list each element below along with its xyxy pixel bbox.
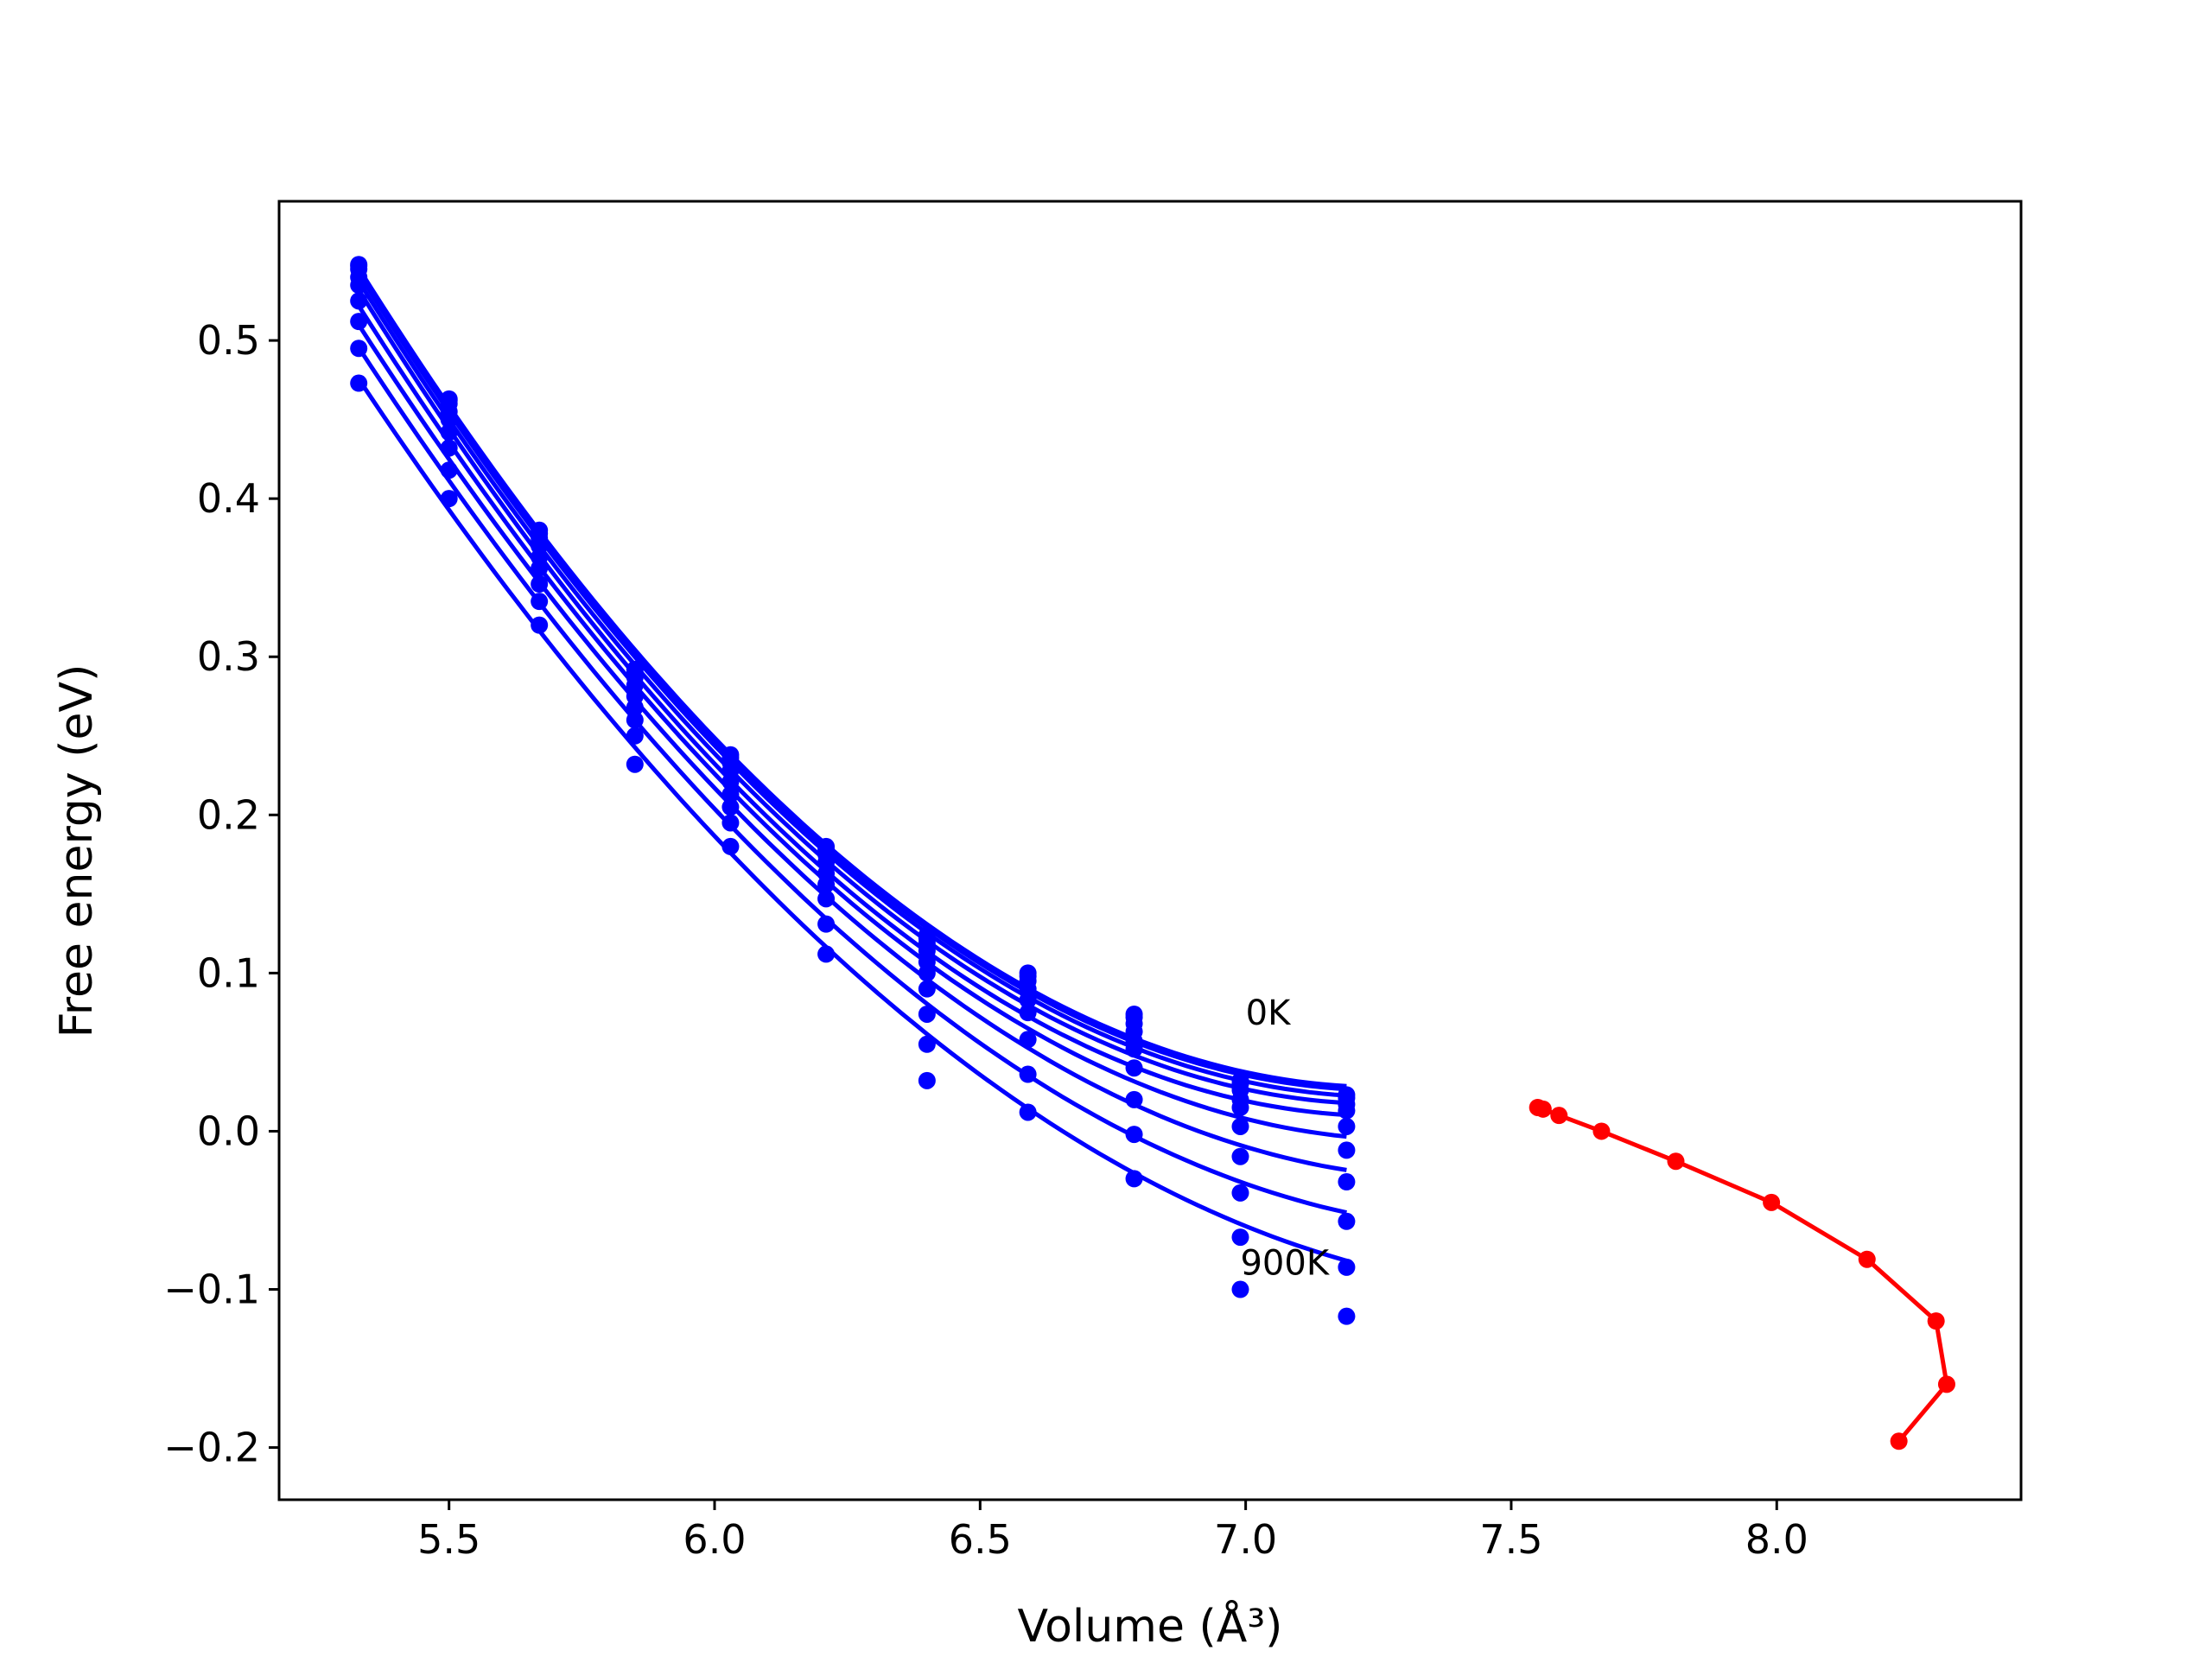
y-tick-label: 0.0 [197, 1108, 260, 1154]
minimum-path-point-5 [1763, 1193, 1781, 1211]
isotherm-point-9-3 [1338, 1307, 1356, 1325]
isotherm-point-5-2 [531, 559, 549, 577]
isotherm-point-5-8 [1125, 1040, 1143, 1058]
isotherm-point-7-0 [350, 340, 368, 358]
isotherm-point-4-0 [350, 276, 368, 295]
isotherm-fit-line-1 [357, 269, 1347, 1092]
isotherm-point-5-7 [1019, 1004, 1037, 1022]
isotherm-point-8-2 [531, 616, 549, 634]
plot-marks [350, 256, 1955, 1450]
isotherm-point-8-4 [721, 837, 740, 855]
isotherm-point-7-9 [1231, 1184, 1249, 1202]
y-tick-label: 0.4 [197, 475, 260, 522]
x-tick-label: 8.0 [1745, 1516, 1808, 1563]
isotherm-point-8-3 [626, 755, 644, 773]
isotherm-point-6-10 [1338, 1173, 1356, 1191]
isotherm-point-7-4 [721, 814, 740, 832]
x-tick-label: 5.5 [417, 1516, 480, 1563]
isotherm-point-6-8 [1125, 1059, 1143, 1077]
isotherm-point-6-0 [350, 313, 368, 331]
isotherm-fit-line-2 [357, 272, 1347, 1098]
annotations: 0K 900K [1240, 993, 1330, 1283]
isotherm-point-8-1 [440, 490, 458, 508]
isotherm-point-4-10 [1338, 1117, 1356, 1135]
isotherm-point-9-0 [918, 1071, 936, 1089]
minimum-path-point-6 [1858, 1250, 1876, 1268]
isotherm-point-7-8 [1125, 1090, 1143, 1108]
isotherm-point-6-9 [1231, 1147, 1249, 1165]
y-tick-label: 0.5 [197, 317, 260, 364]
isotherm-point-7-7 [1019, 1065, 1037, 1083]
isotherm-point-6-5 [817, 890, 836, 908]
isotherm-point-8-5 [817, 945, 836, 963]
x-axis-label: Volume (Å³) [1018, 1599, 1283, 1653]
isotherm-point-6-1 [440, 439, 458, 457]
y-tick-label: 0.2 [197, 791, 260, 838]
isotherm-point-7-5 [817, 915, 836, 933]
minimum-path-point-3 [1592, 1122, 1611, 1140]
minimum-path-point-7 [1927, 1312, 1945, 1330]
isotherm-point-9-2 [1231, 1280, 1249, 1298]
isotherm-point-5-0 [350, 292, 368, 310]
plot-frame [277, 200, 2023, 1501]
x-tick-label: 7.0 [1214, 1516, 1277, 1563]
isotherm-point-9-1 [1125, 1170, 1143, 1188]
isotherm-fit-line-5 [357, 304, 1347, 1139]
minimum-path-point-4 [1667, 1152, 1685, 1171]
isotherm-point-8-6 [918, 1035, 936, 1053]
isotherm-fit-line-6 [357, 323, 1347, 1172]
isotherm-point-6-2 [531, 575, 549, 593]
annotation-label-1: 900K [1240, 1243, 1330, 1283]
minimum-path-point-2 [1550, 1107, 1568, 1125]
isotherm-point-5-1 [440, 423, 458, 441]
isotherm-point-8-9 [1231, 1228, 1249, 1247]
isotherm-fit-line-4 [357, 289, 1347, 1118]
isotherm-point-5-9 [1231, 1117, 1249, 1135]
x-tick-label: 6.5 [949, 1516, 1012, 1563]
isotherm-point-4-9 [1231, 1098, 1249, 1116]
isotherm-point-4-7 [1019, 991, 1037, 1009]
y-tick-label: 0.3 [197, 633, 260, 680]
isotherm-point-3-10 [1338, 1101, 1356, 1120]
minimum-path-point-8 [1937, 1375, 1955, 1393]
isotherm-point-8-0 [350, 374, 368, 392]
isotherm-point-7-1 [440, 461, 458, 479]
isotherm-point-8-8 [1125, 1126, 1143, 1144]
isotherm-point-6-7 [1019, 1031, 1037, 1049]
x-tick-label: 6.0 [683, 1516, 746, 1563]
isotherm-point-8-7 [1019, 1103, 1037, 1121]
y-tick-label: 0.1 [197, 949, 260, 996]
minimum-path-point-1 [1534, 1100, 1552, 1118]
isotherm-point-7-2 [531, 593, 549, 611]
isotherm-fit-line-3 [357, 280, 1347, 1106]
isotherm-point-5-10 [1338, 1141, 1356, 1159]
isotherm-point-6-6 [918, 980, 936, 998]
y-tick-label: −0.1 [163, 1266, 260, 1313]
isotherm-point-8-10 [1338, 1258, 1356, 1276]
annotation-label-0: 0K [1246, 993, 1292, 1033]
axes: 5.5 6.0 6.5 7.0 7.5 8.0 −0.2 −0.1 0.0 0.1 0.2 0.3 0.… [163, 317, 1808, 1563]
isotherm-fit-line-7 [357, 346, 1347, 1216]
minimum-path-point-9 [1890, 1432, 1908, 1450]
isotherm-point-5-5 [817, 875, 836, 893]
isotherm-fit-line-8 [357, 378, 1348, 1263]
isotherm-point-7-6 [918, 1005, 936, 1023]
y-axis-label: Free energy (eV) [51, 664, 103, 1038]
isotherm-point-6-4 [721, 798, 740, 816]
isotherm-point-4-1 [440, 410, 458, 428]
isotherm-point-7-10 [1338, 1212, 1356, 1230]
y-tick-label: −0.2 [163, 1425, 260, 1471]
x-tick-label: 7.5 [1479, 1516, 1542, 1563]
